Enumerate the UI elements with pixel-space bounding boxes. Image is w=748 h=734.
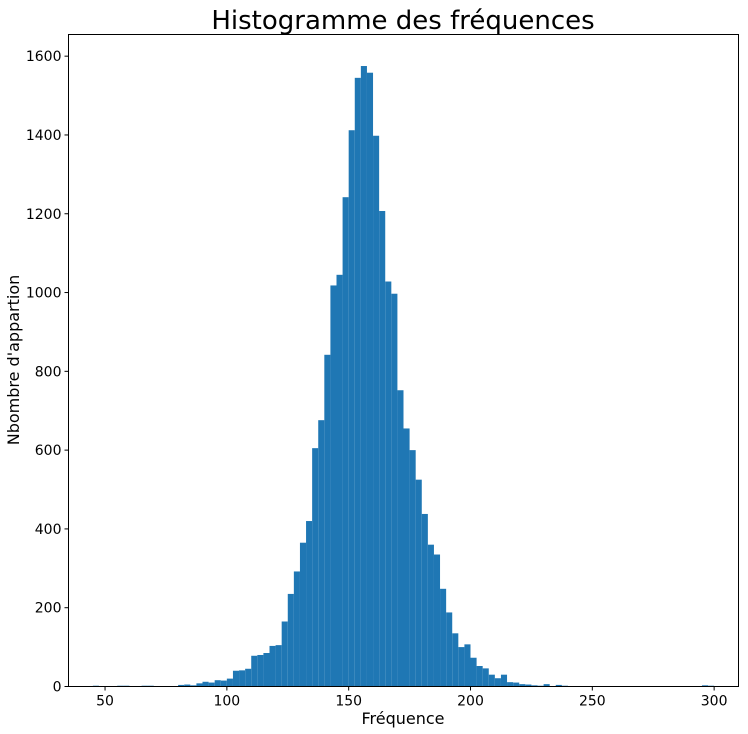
histogram-bar xyxy=(488,674,495,687)
y-tick-label: 800 xyxy=(35,364,62,380)
histogram-bar xyxy=(701,685,709,687)
histogram-bar xyxy=(251,655,258,687)
y-tick-label: 1600 xyxy=(26,49,62,65)
y-tick-label: 400 xyxy=(35,522,62,538)
y-tick-label: 200 xyxy=(35,601,62,617)
histogram-bar xyxy=(482,668,489,687)
histogram-bar xyxy=(324,354,331,687)
histogram-bar xyxy=(354,77,361,687)
histogram-bar xyxy=(513,682,520,687)
bars-group xyxy=(92,66,715,687)
histogram-bar xyxy=(433,554,441,687)
histogram-bar xyxy=(379,210,386,687)
x-tick-label: 100 xyxy=(213,694,240,710)
histogram-bar xyxy=(306,521,313,687)
histogram-bar xyxy=(427,544,434,687)
histogram-bar xyxy=(196,683,203,687)
y-tick-label: 1000 xyxy=(26,286,62,302)
histogram-bar xyxy=(184,684,191,687)
histogram-bar xyxy=(220,680,227,687)
histogram-bar xyxy=(385,281,392,687)
histogram-bar xyxy=(440,588,447,687)
histogram-bar xyxy=(519,684,526,687)
histogram-bar xyxy=(245,668,252,687)
histogram-bar xyxy=(421,513,428,687)
histogram-bar xyxy=(452,633,459,687)
histogram-bar xyxy=(470,657,477,687)
histogram-bar xyxy=(494,678,501,687)
histogram-bar xyxy=(373,135,380,687)
histogram-bar xyxy=(226,678,233,687)
histogram-bar xyxy=(208,682,215,687)
histogram-bar xyxy=(507,682,514,687)
x-axis: 50 100 150 200 250 300 xyxy=(96,686,728,710)
y-tick-label: 0 xyxy=(53,680,62,696)
histogram-bar xyxy=(178,684,185,687)
histogram-bar xyxy=(281,621,288,687)
y-tick-label: 1400 xyxy=(26,128,62,144)
histogram-bar xyxy=(269,645,276,687)
histogram-bar xyxy=(415,479,422,687)
histogram-bar xyxy=(366,72,374,687)
histogram-bar xyxy=(263,653,270,687)
histogram-bar xyxy=(500,674,508,687)
histogram-bar xyxy=(214,680,221,687)
histogram-bar xyxy=(348,130,355,687)
histogram-bar xyxy=(342,197,349,687)
histogram-bar xyxy=(275,645,282,687)
histogram-bar xyxy=(458,647,465,687)
histogram-bar xyxy=(293,571,300,687)
histogram-bar xyxy=(531,685,538,687)
histogram-bar xyxy=(202,681,209,687)
histogram-bar xyxy=(239,670,246,687)
histogram-bar xyxy=(299,542,307,687)
y-tick-label: 600 xyxy=(35,443,62,459)
histogram-bar xyxy=(336,274,343,687)
histogram-bar xyxy=(190,685,197,687)
histogram-bar xyxy=(257,654,264,687)
histogram-bar xyxy=(312,448,319,687)
histogram-bar xyxy=(525,684,532,687)
histogram-bar xyxy=(555,684,562,687)
chart-title: Histogramme des fréquences xyxy=(211,6,594,36)
plot-frame xyxy=(68,34,739,687)
x-tick-label: 150 xyxy=(335,694,362,710)
histogram-bar xyxy=(360,66,367,687)
histogram-bar xyxy=(476,666,483,687)
histogram-bar xyxy=(391,293,398,687)
histogram-bar xyxy=(232,670,240,687)
histogram-bar xyxy=(287,593,294,687)
y-axis: 0 200 400 600 800 1000 1200 1400 1600 xyxy=(26,49,69,696)
y-axis-label: Nbombre d'appartion xyxy=(4,275,23,446)
histogram-bar xyxy=(330,285,337,687)
x-tick-label: 250 xyxy=(579,694,606,710)
x-axis-label: Fréquence xyxy=(361,709,444,728)
y-tick-label: 1200 xyxy=(26,207,62,223)
histogram-bar xyxy=(318,420,325,687)
x-tick-label: 300 xyxy=(701,694,728,710)
histogram-bar xyxy=(397,390,404,687)
x-tick-label: 50 xyxy=(96,694,114,710)
histogram-bar xyxy=(543,684,550,687)
histogram-bar xyxy=(446,612,453,687)
x-tick-label: 200 xyxy=(457,694,484,710)
histogram-bar xyxy=(403,428,410,687)
histogram-bar xyxy=(464,644,471,687)
histogram-bar xyxy=(409,450,416,687)
